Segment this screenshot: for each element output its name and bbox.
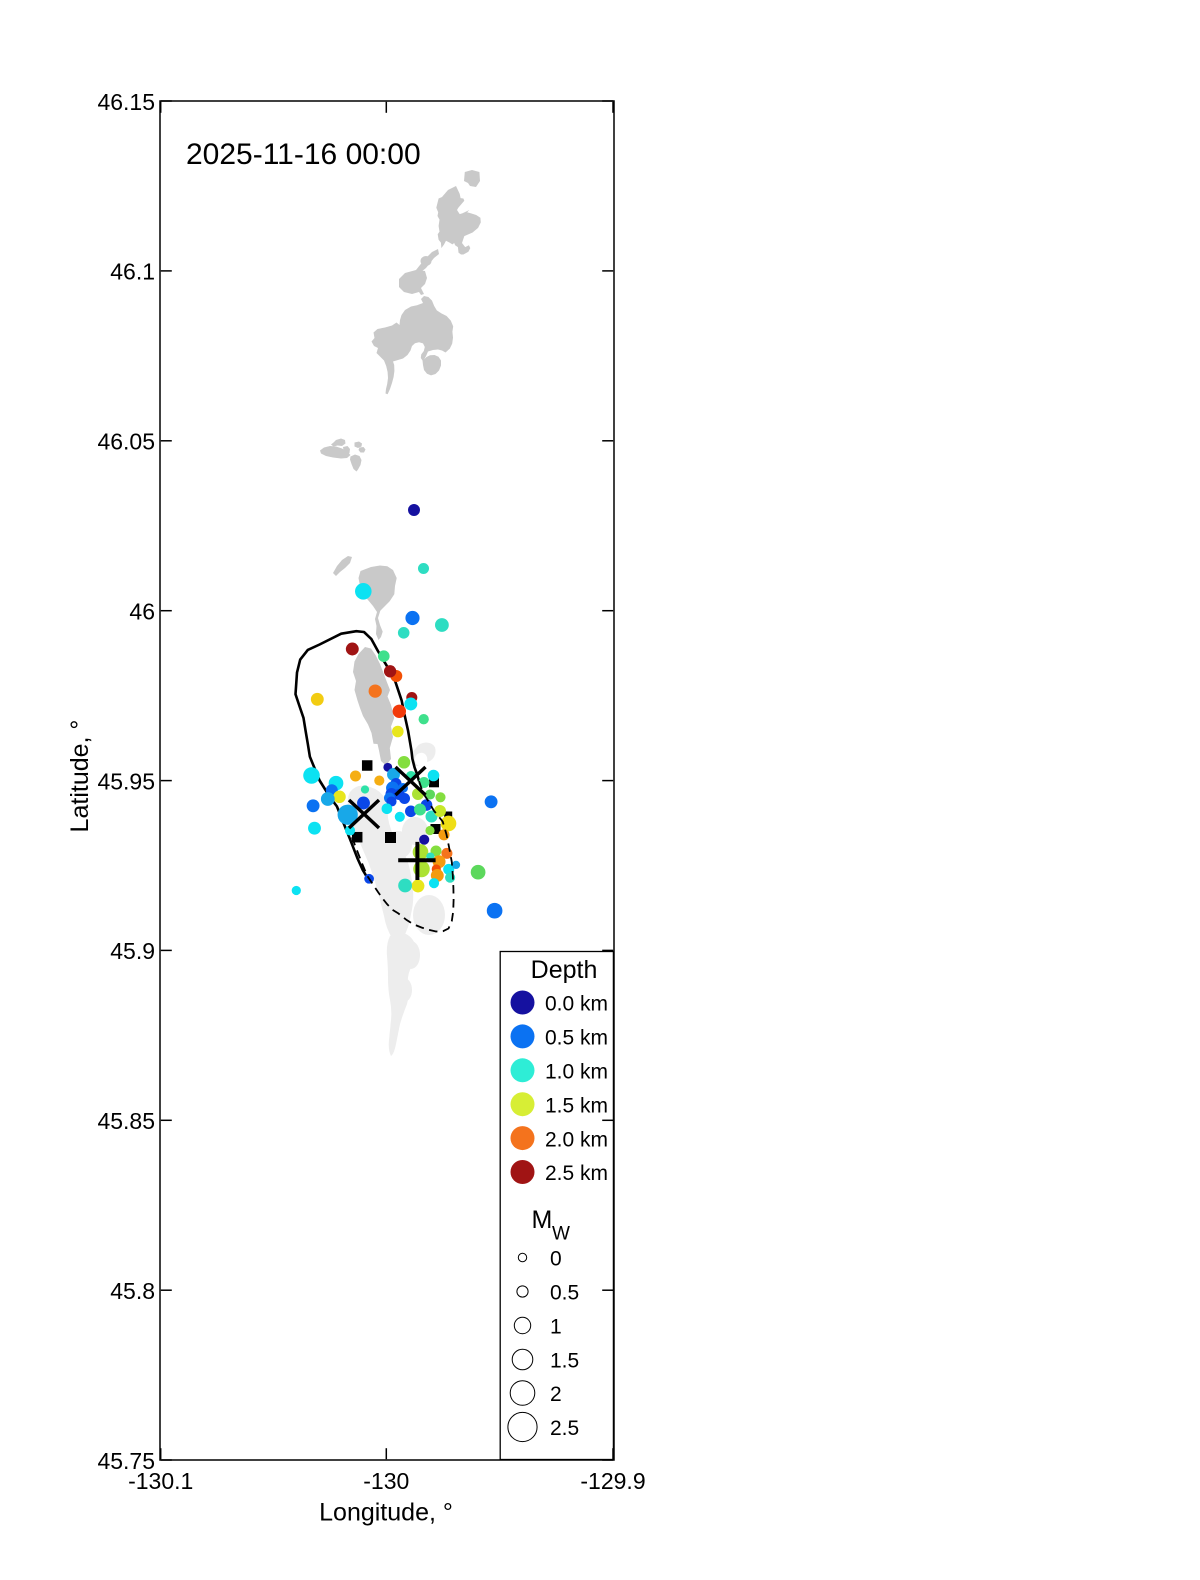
- svg-text:Longitude, °: Longitude, °: [319, 1499, 453, 1527]
- svg-text:2.0 km: 2.0 km: [545, 1128, 608, 1151]
- svg-text:45.85: 45.85: [97, 1108, 155, 1134]
- svg-text:1.5: 1.5: [550, 1350, 579, 1373]
- svg-text:W: W: [552, 1224, 570, 1245]
- svg-text:M: M: [532, 1206, 553, 1234]
- svg-text:1: 1: [550, 1316, 562, 1339]
- svg-text:0: 0: [550, 1248, 562, 1271]
- svg-text:1.5 km: 1.5 km: [545, 1094, 608, 1117]
- svg-text:2: 2: [550, 1383, 562, 1406]
- svg-text:45.75: 45.75: [97, 1448, 155, 1474]
- svg-text:Latitude, °: Latitude, °: [66, 720, 94, 833]
- svg-text:46.1: 46.1: [110, 259, 155, 285]
- svg-text:46.05: 46.05: [97, 429, 155, 455]
- svg-text:-130: -130: [363, 1468, 409, 1494]
- svg-text:0.5 km: 0.5 km: [545, 1027, 608, 1050]
- svg-text:2.5 km: 2.5 km: [545, 1162, 608, 1185]
- svg-text:46: 46: [129, 599, 155, 625]
- svg-text:2.5: 2.5: [550, 1417, 579, 1440]
- svg-text:1.0 km: 1.0 km: [545, 1061, 608, 1084]
- svg-text:0.0 km: 0.0 km: [545, 993, 608, 1016]
- svg-text:-129.9: -129.9: [580, 1468, 645, 1494]
- svg-text:0.5: 0.5: [550, 1282, 579, 1305]
- svg-text:45.9: 45.9: [110, 938, 155, 964]
- svg-text:46.15: 46.15: [97, 89, 155, 115]
- svg-text:Depth: Depth: [531, 956, 598, 984]
- svg-text:2025-11-16 00:00: 2025-11-16 00:00: [186, 138, 421, 171]
- svg-text:45.8: 45.8: [110, 1278, 155, 1304]
- svg-text:-130.1: -130.1: [128, 1468, 193, 1494]
- svg-text:45.95: 45.95: [97, 768, 155, 794]
